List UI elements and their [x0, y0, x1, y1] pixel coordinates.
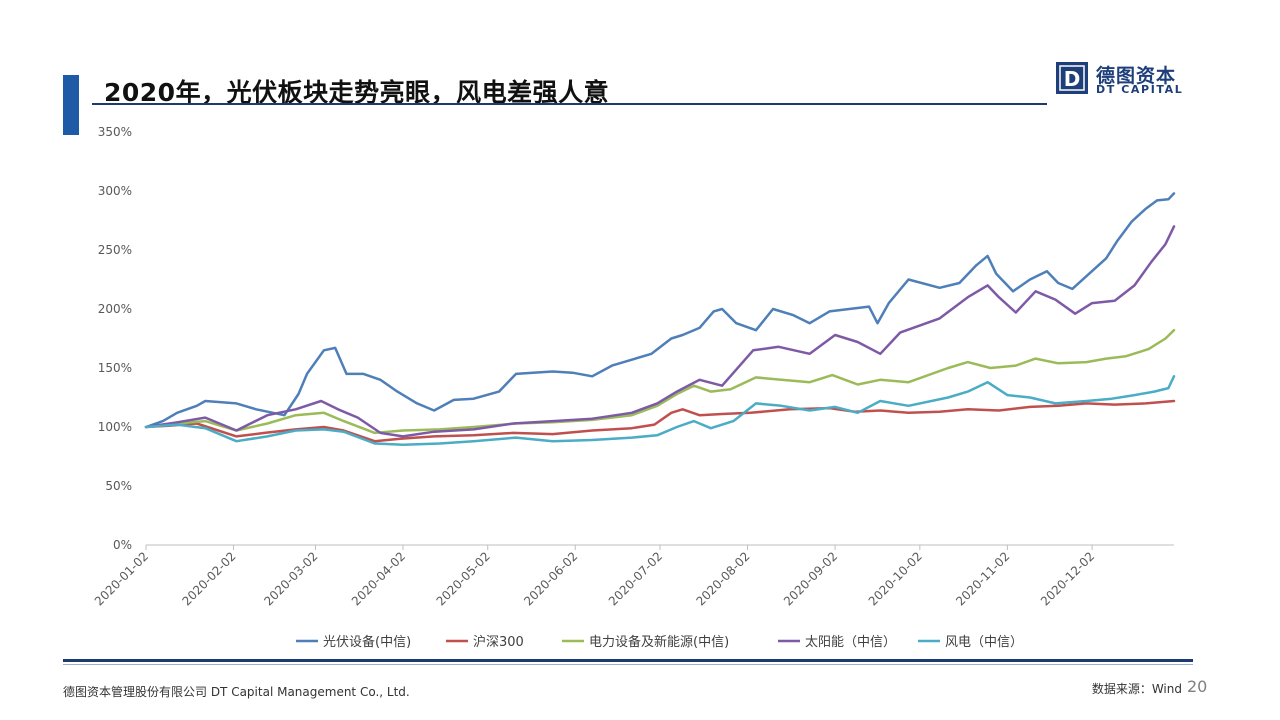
title-accent-bar — [63, 75, 79, 135]
series-line-4 — [144, 225, 1176, 438]
footer-company: 德图资本管理股份有限公司 DT Capital Management Co., … — [63, 685, 410, 699]
y-tick-label: 200% — [98, 302, 132, 316]
series-line-5 — [144, 375, 1176, 446]
data-source: 数据来源：Wind — [1091, 682, 1182, 696]
dt-logo-icon: D — [1056, 62, 1088, 94]
logo-text-en: DT CAPITAL — [1096, 83, 1184, 96]
x-tick-label: 2020-12-02 — [1038, 549, 1097, 608]
x-tick-label: 2020-03-02 — [261, 549, 320, 608]
footer-divider-thin — [63, 664, 1193, 665]
y-tick-label: 300% — [98, 184, 132, 198]
title-divider — [92, 103, 1047, 105]
x-tick-label: 2020-02-02 — [179, 549, 238, 608]
x-tick-label: 2020-04-02 — [349, 549, 408, 608]
logo-text-cn: 德图资本 — [1096, 65, 1177, 87]
y-tick-label: 100% — [98, 420, 132, 434]
legend-label: 风电（中信） — [945, 635, 1023, 650]
x-tick-label: 2020-06-02 — [521, 549, 580, 608]
series-line-1 — [144, 192, 1176, 429]
x-tick-label: 2020-05-02 — [434, 549, 493, 608]
x-tick-label: 2020-08-02 — [693, 549, 752, 608]
y-tick-label: 150% — [98, 361, 132, 375]
x-tick-label: 2020-07-02 — [606, 549, 665, 608]
slide-title: 2020年，光伏板块走势亮眼，风电差强人意 — [104, 78, 610, 107]
series-lines — [144, 192, 1176, 446]
page-number: 20 — [1187, 677, 1208, 696]
chart-legend: 光伏设备(中信) 沪深300 电力设备及新能源(中信) 太阳能（中信） 风电（中信） — [296, 634, 1023, 650]
legend-label: 沪深300 — [473, 634, 524, 650]
x-tick-label: 2020-10-02 — [866, 549, 925, 608]
footer-divider — [63, 659, 1193, 662]
y-tick-label: 250% — [98, 243, 132, 257]
x-tick-label: 2020-09-02 — [781, 549, 840, 608]
company-logo: D 德图资本 DT CAPITAL — [1056, 62, 1184, 98]
legend-label: 太阳能（中信） — [805, 635, 896, 650]
x-axis: 2020-01-02 2020-02-02 2020-03-02 2020-04-02… — [92, 544, 1174, 608]
series-line-2 — [144, 399, 1176, 443]
y-tick-label: 350% — [98, 125, 132, 139]
y-tick-label: 50% — [105, 479, 132, 493]
logo-mark-letter: D — [1064, 67, 1081, 91]
legend-label: 光伏设备(中信) — [323, 634, 411, 650]
y-tick-label: 0% — [113, 538, 132, 552]
series-line-3 — [144, 328, 1176, 435]
legend-label: 电力设备及新能源(中信) — [589, 634, 729, 650]
x-tick-label: 2020-01-02 — [92, 549, 151, 608]
y-axis: 0% 50% 100% 150% 200% 250% 300% 350% — [98, 125, 132, 552]
x-tick-label: 2020-11-02 — [953, 549, 1012, 608]
